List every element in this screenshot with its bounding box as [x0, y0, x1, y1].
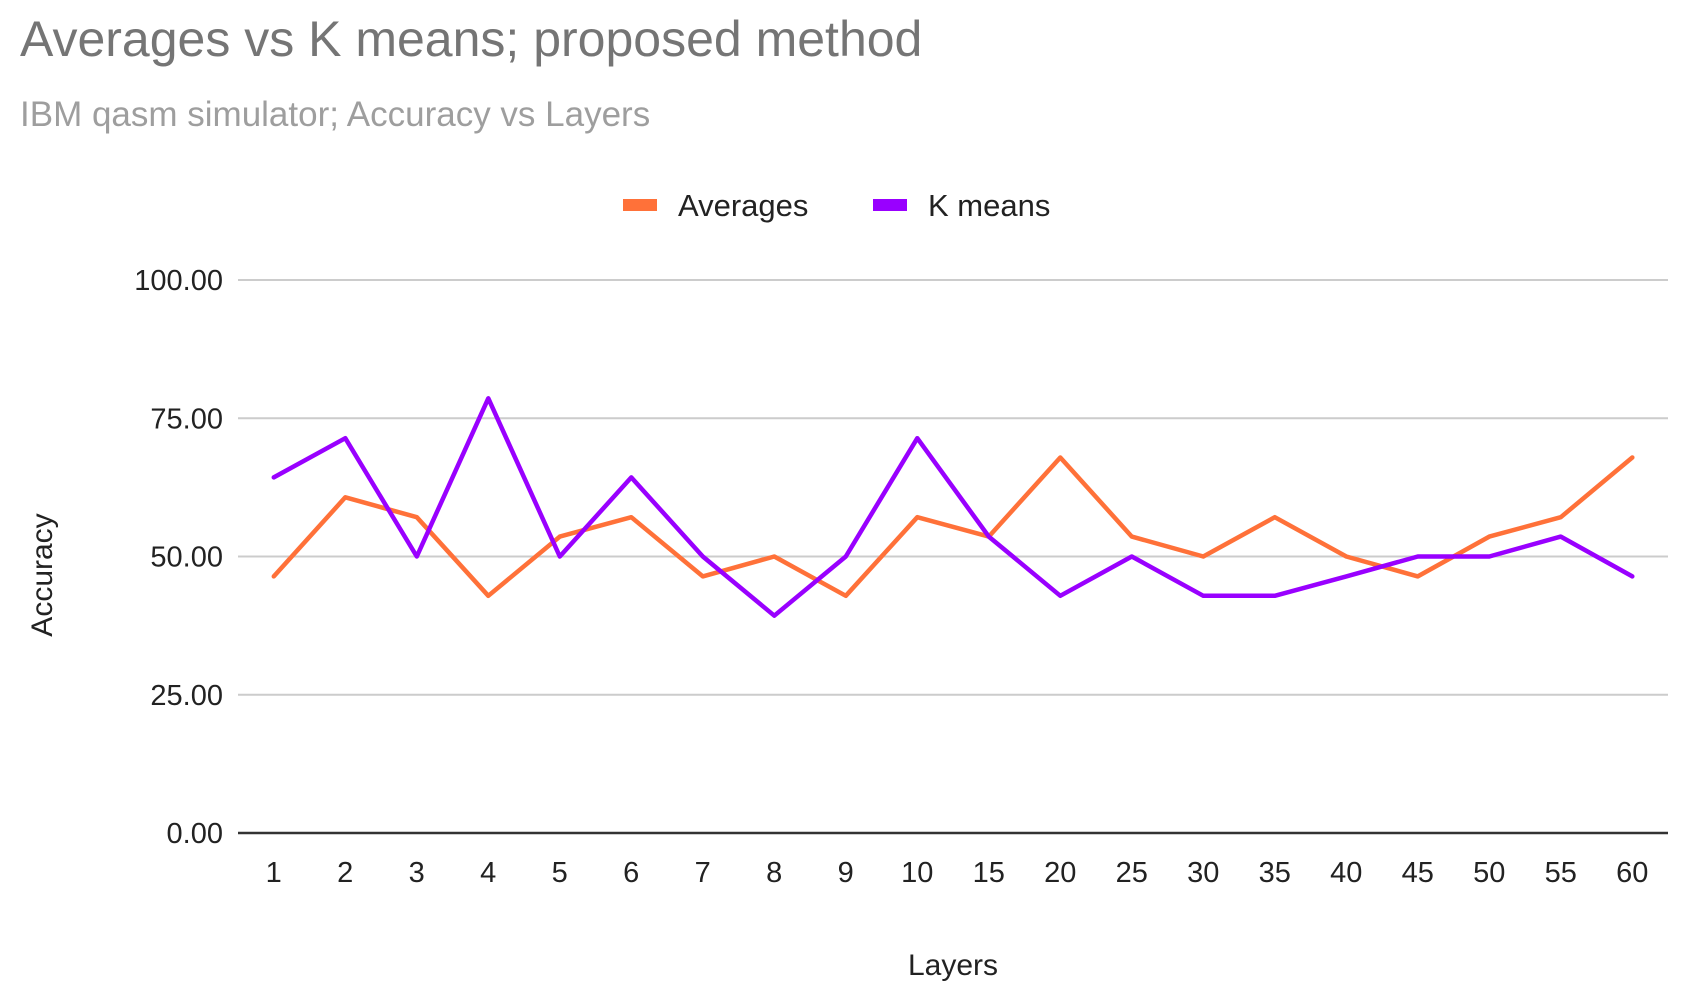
data-point — [415, 555, 419, 558]
x-tick-label: 7 — [695, 857, 711, 889]
data-point — [1487, 555, 1491, 558]
data-point — [772, 614, 776, 618]
data-point — [272, 475, 276, 479]
data-point — [558, 535, 562, 539]
data-point — [1130, 555, 1134, 558]
y-axis-title: Accuracy — [26, 513, 59, 636]
y-tick-label: 100.00 — [134, 265, 223, 297]
x-tick-label: 2 — [337, 857, 353, 889]
data-point — [1130, 535, 1134, 539]
series-line-k-means — [271, 396, 1635, 618]
x-tick-label: 9 — [838, 857, 854, 889]
x-tick-label: 35 — [1259, 857, 1291, 889]
data-point — [415, 515, 419, 519]
x-tick-label: 8 — [766, 857, 782, 889]
y-tick-label: 25.00 — [150, 680, 223, 712]
data-point — [701, 574, 705, 578]
legend-swatch — [873, 199, 907, 211]
data-point — [915, 515, 919, 519]
data-point — [1201, 594, 1205, 598]
data-point — [1559, 535, 1563, 539]
data-point — [343, 495, 347, 499]
data-point — [987, 535, 991, 539]
x-tick-label: 10 — [901, 857, 933, 889]
data-point — [1058, 594, 1062, 598]
chart-subtitle: IBM qasm simulator; Accuracy vs Layers — [20, 95, 651, 134]
data-point — [1273, 594, 1277, 598]
data-point — [558, 555, 562, 558]
x-tick-label: 60 — [1616, 857, 1648, 889]
series-group — [271, 396, 1635, 618]
data-point — [1559, 515, 1563, 519]
data-point — [629, 475, 633, 479]
x-tick-label: 5 — [552, 857, 568, 889]
legend-label: K means — [928, 188, 1050, 223]
data-point — [486, 594, 490, 598]
data-point — [915, 436, 919, 440]
x-tick-label: 15 — [973, 857, 1005, 889]
data-point — [1487, 535, 1491, 539]
x-tick-label: 4 — [480, 857, 496, 889]
data-point — [1344, 574, 1348, 578]
legend-swatch — [623, 199, 657, 211]
chart-title: Averages vs K means; proposed method — [20, 11, 923, 67]
data-point — [772, 555, 776, 558]
data-point — [844, 594, 848, 598]
y-tick-label: 75.00 — [150, 403, 223, 435]
x-tick-label: 6 — [623, 857, 639, 889]
data-point — [701, 555, 705, 558]
data-point — [844, 555, 848, 558]
data-point — [343, 436, 347, 440]
data-point — [1273, 515, 1277, 519]
x-tick-label: 25 — [1116, 857, 1148, 889]
x-axis-ticks: 1 2 3 4 5 6 7 8 9 10 15 20 25 30 35 40 45 50 55 60 — [266, 857, 1649, 889]
x-tick-label: 55 — [1545, 857, 1577, 889]
x-tick-label: 30 — [1187, 857, 1219, 889]
data-point — [1344, 555, 1348, 558]
y-axis-ticks: 0.00 25.00 50.00 75.00 100.00 — [134, 265, 223, 850]
y-tick-label: 50.00 — [150, 542, 223, 574]
x-tick-label: 50 — [1473, 857, 1505, 889]
data-point — [1416, 555, 1420, 558]
x-tick-label: 3 — [409, 857, 425, 889]
data-point — [1630, 574, 1634, 578]
data-point — [1416, 574, 1420, 578]
x-axis-title: Layers — [908, 949, 998, 982]
data-point — [1058, 456, 1062, 460]
x-tick-label: 40 — [1330, 857, 1362, 889]
y-tick-label: 0.00 — [167, 818, 223, 850]
x-tick-label: 1 — [266, 857, 282, 889]
legend: Averages K means — [623, 188, 1050, 223]
data-point — [272, 574, 276, 578]
x-tick-label: 20 — [1044, 857, 1076, 889]
data-point — [1630, 456, 1634, 460]
legend-label: Averages — [678, 188, 808, 223]
series-line-averages — [271, 455, 1635, 599]
x-tick-label: 45 — [1402, 857, 1434, 889]
data-point — [486, 396, 490, 400]
data-point — [1201, 555, 1205, 558]
data-point — [629, 515, 633, 519]
